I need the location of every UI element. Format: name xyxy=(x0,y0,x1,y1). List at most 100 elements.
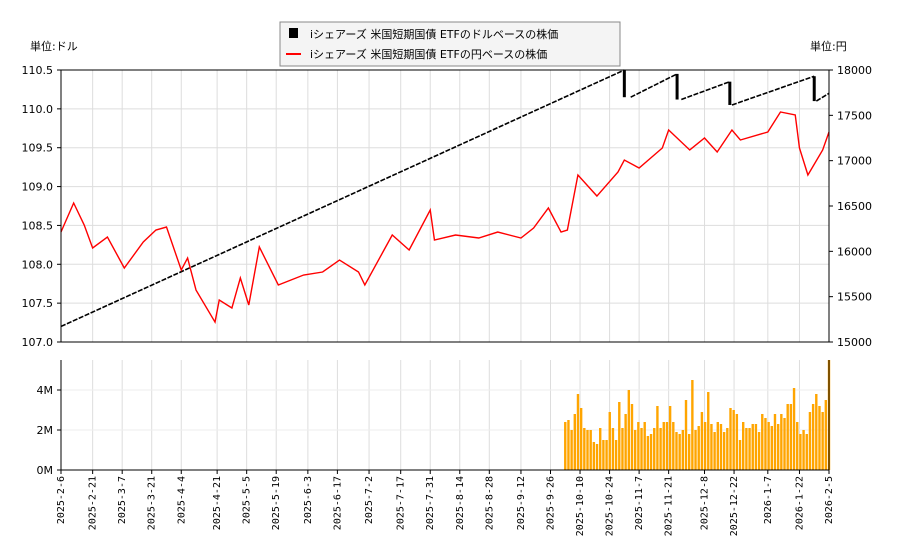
x-tick-label: 2025-4-21 xyxy=(212,476,223,530)
volume-bar xyxy=(792,388,796,470)
volume-bar xyxy=(668,406,672,470)
volume-bar xyxy=(694,430,697,470)
volume-bar xyxy=(707,392,710,470)
volume-bar xyxy=(687,434,691,470)
volume-bar xyxy=(570,430,573,470)
volume-bar xyxy=(611,428,615,470)
x-tick-label: 2025-11-7 xyxy=(634,476,645,530)
volume-bar xyxy=(599,428,602,470)
left-y-tick-label: 110.5 xyxy=(22,64,54,77)
left-y-tick-label: 108.5 xyxy=(22,219,54,232)
volume-bar xyxy=(589,430,592,470)
volume-bar xyxy=(665,422,669,470)
volume-bar xyxy=(621,428,624,470)
x-tick-label: 2025-6-3 xyxy=(303,476,314,524)
volume-bar xyxy=(786,404,789,470)
volume-bar xyxy=(662,422,665,470)
volume-bar xyxy=(751,424,754,470)
volume-y-tick-label: 0M xyxy=(37,464,54,477)
volume-bar xyxy=(640,428,643,470)
volume-bar xyxy=(608,412,611,470)
volume-bar xyxy=(618,402,621,470)
volume-bar xyxy=(780,414,783,470)
volume-bar xyxy=(796,422,799,470)
volume-bar xyxy=(811,404,815,470)
x-tick-label: 2025-7-17 xyxy=(396,476,407,530)
volume-bar xyxy=(605,440,608,470)
volume-bar xyxy=(624,414,627,470)
x-tick-label: 2026-1-7 xyxy=(763,476,774,524)
volume-bar xyxy=(564,422,567,470)
x-tick-label: 2025-7-31 xyxy=(425,476,436,530)
volume-bar xyxy=(614,440,618,470)
left-y-tick-label: 108.0 xyxy=(22,258,54,271)
volume-y-tick-label: 4M xyxy=(37,384,54,397)
volume-bar xyxy=(742,422,745,470)
x-tick-label: 2025-7-2 xyxy=(364,476,375,524)
volume-bar xyxy=(821,412,824,470)
volume-bar xyxy=(659,428,662,470)
right-y-tick-label: 17500 xyxy=(837,109,872,122)
volume-bar xyxy=(710,424,713,470)
volume-bar xyxy=(815,394,818,470)
price-plot-area xyxy=(61,70,829,342)
right-y-tick-label: 16000 xyxy=(837,245,872,258)
right-y-tick-label: 16500 xyxy=(837,200,872,213)
volume-bar xyxy=(745,428,748,470)
volume-bar xyxy=(783,418,786,470)
right-axis-unit: 単位:円 xyxy=(810,39,847,53)
legend: iシェアーズ 米国短期国債 ETFのドルベースの株価 iシェアーズ 米国短期国債… xyxy=(279,21,621,67)
volume-bar xyxy=(757,432,761,470)
volume-bar xyxy=(799,434,802,470)
volume-bar xyxy=(678,434,681,470)
left-y-tick-label: 107.0 xyxy=(22,336,54,349)
volume-bar xyxy=(627,390,631,470)
x-tick-label: 2025-6-17 xyxy=(332,476,343,530)
volume-bar xyxy=(761,414,764,470)
usd-price-line xyxy=(815,92,830,102)
volume-bar xyxy=(719,424,723,470)
volume-bar xyxy=(808,412,812,470)
volume-bar xyxy=(656,406,659,470)
x-tick-label: 2025-3-21 xyxy=(147,476,158,530)
volume-bar xyxy=(789,404,793,470)
x-tick-label: 2025-11-21 xyxy=(664,476,675,536)
volume-bar xyxy=(630,404,634,470)
volume-bar xyxy=(764,418,767,470)
volume-bar xyxy=(726,428,729,470)
legend-label-usd: iシェアーズ 米国短期国債 ETFのドルベースの株価 xyxy=(310,27,558,41)
x-tick-label: 2025-12-22 xyxy=(729,476,740,536)
volume-bar xyxy=(713,432,716,470)
volume-bar xyxy=(738,440,742,470)
volume-bar xyxy=(700,412,704,470)
x-tick-label: 2025-2-6 xyxy=(56,476,67,524)
x-tick-label: 2025-5-5 xyxy=(242,476,253,524)
x-tick-label: 2025-8-28 xyxy=(484,476,495,530)
volume-bar xyxy=(567,420,570,470)
volume-bar xyxy=(767,422,770,470)
volume-bar xyxy=(633,430,637,470)
volume-bar xyxy=(649,434,653,470)
x-tick-label: 2025-8-14 xyxy=(455,476,466,530)
jpy-price-line xyxy=(60,111,830,324)
volume-bar xyxy=(776,424,780,470)
x-tick-label: 2025-10-24 xyxy=(605,476,616,536)
legend-box xyxy=(279,21,621,67)
right-y-tick-label: 15500 xyxy=(837,291,872,304)
volume-bar xyxy=(646,436,650,470)
axes: 2025-2-6 2025-2-21 2025-3-7 2025-3-21 2025-4… xyxy=(22,64,873,536)
volume-bar xyxy=(770,426,774,470)
volume-bar xyxy=(729,408,732,470)
usd-price-line xyxy=(60,69,625,328)
x-tick-label: 2025-9-26 xyxy=(545,476,556,530)
x-tick-label: 2025-4-4 xyxy=(176,476,187,524)
legend-swatch-usd xyxy=(289,28,298,38)
volume-bar xyxy=(675,432,678,470)
volume-bar xyxy=(637,422,640,470)
volume-bar xyxy=(722,432,726,470)
volume-bar xyxy=(824,400,828,470)
volume-bar xyxy=(681,430,685,470)
volume-y-tick-label: 2M xyxy=(37,424,54,437)
volume-bar xyxy=(748,428,751,470)
